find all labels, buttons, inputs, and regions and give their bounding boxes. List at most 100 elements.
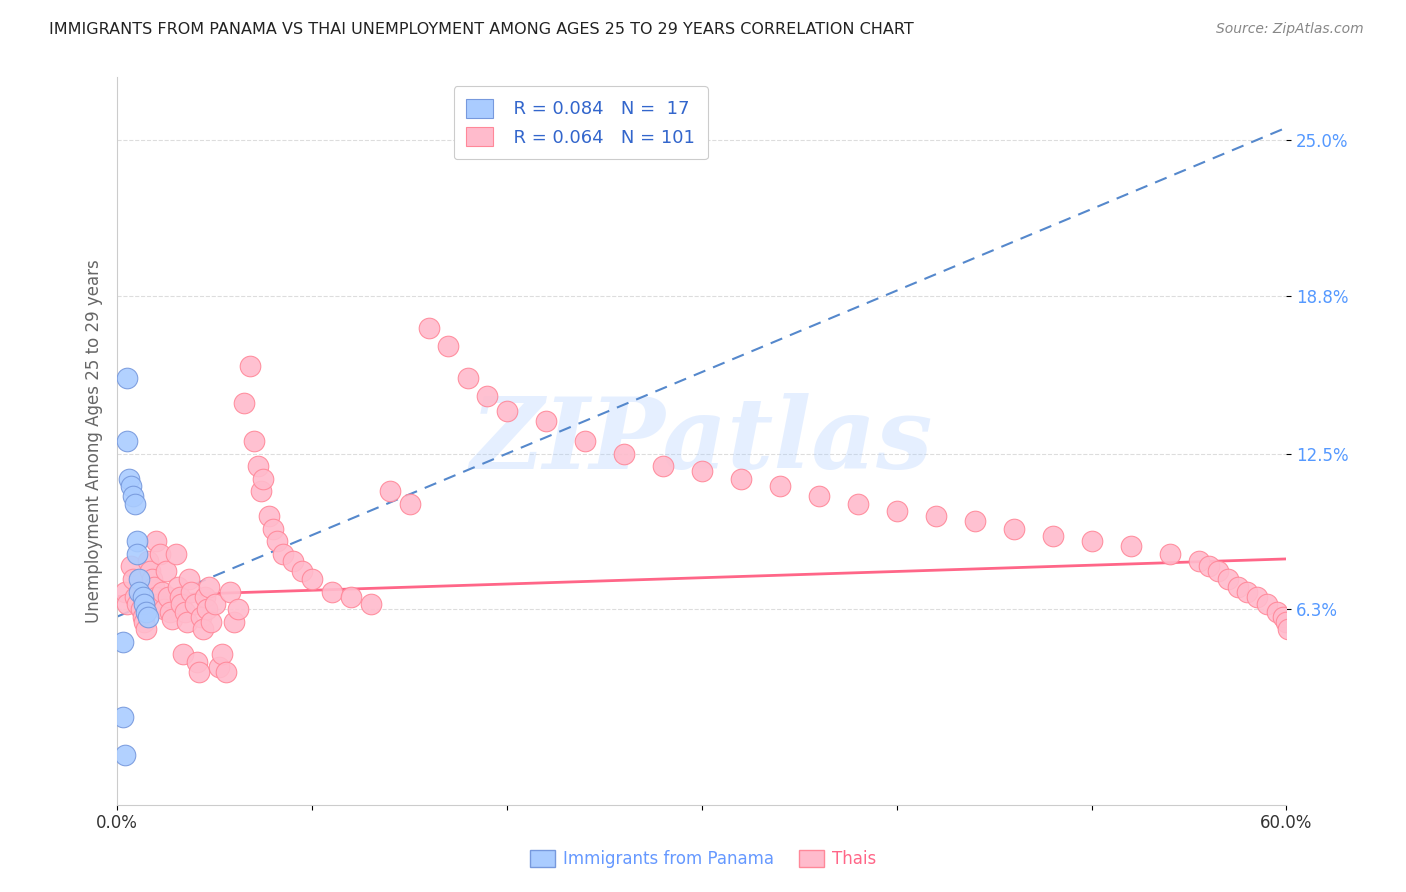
Text: Source: ZipAtlas.com: Source: ZipAtlas.com	[1216, 22, 1364, 37]
Point	[1206, 565, 1229, 579]
Point	[266, 534, 288, 549]
Point	[690, 464, 713, 478]
Legend: Immigrants from Panama, Thais: Immigrants from Panama, Thais	[523, 843, 883, 875]
Point	[271, 547, 294, 561]
Point	[1080, 534, 1102, 549]
Point	[730, 472, 752, 486]
Point	[135, 622, 157, 636]
Point	[188, 665, 211, 679]
Point	[125, 534, 148, 549]
Point	[398, 497, 420, 511]
Point	[613, 447, 636, 461]
Point	[153, 602, 176, 616]
Point	[321, 584, 343, 599]
Point	[118, 472, 141, 486]
Point	[378, 484, 401, 499]
Point	[807, 489, 830, 503]
Point	[651, 459, 673, 474]
Point	[115, 371, 138, 385]
Point	[226, 602, 249, 616]
Point	[150, 584, 173, 599]
Point	[534, 414, 557, 428]
Point	[194, 590, 217, 604]
Point	[1042, 529, 1064, 543]
Point	[1119, 540, 1142, 554]
Point	[186, 655, 208, 669]
Text: IMMIGRANTS FROM PANAMA VS THAI UNEMPLOYMENT AMONG AGES 25 TO 29 YEARS CORRELATIO: IMMIGRANTS FROM PANAMA VS THAI UNEMPLOYM…	[49, 22, 914, 37]
Point	[141, 572, 163, 586]
Point	[211, 647, 233, 661]
Point	[139, 565, 162, 579]
Point	[1198, 559, 1220, 574]
Point	[146, 597, 169, 611]
Point	[125, 547, 148, 561]
Point	[457, 371, 479, 385]
Point	[195, 602, 218, 616]
Point	[125, 597, 148, 611]
Point	[191, 622, 214, 636]
Point	[574, 434, 596, 448]
Point	[165, 547, 187, 561]
Point	[252, 472, 274, 486]
Point	[124, 590, 146, 604]
Point	[257, 509, 280, 524]
Point	[155, 565, 177, 579]
Point	[121, 572, 143, 586]
Point	[143, 580, 166, 594]
Point	[145, 534, 167, 549]
Point	[1246, 590, 1268, 604]
Point	[886, 504, 908, 518]
Point	[169, 590, 191, 604]
Point	[166, 580, 188, 594]
Point	[190, 609, 212, 624]
Point	[924, 509, 946, 524]
Point	[120, 479, 142, 493]
Point	[179, 572, 201, 586]
Point	[1275, 615, 1298, 629]
Point	[250, 484, 273, 499]
Point	[1216, 572, 1239, 586]
Point	[197, 580, 219, 594]
Point	[291, 565, 314, 579]
Point	[846, 497, 869, 511]
Point	[131, 590, 153, 604]
Point	[360, 597, 382, 611]
Point	[114, 584, 136, 599]
Point	[301, 572, 323, 586]
Point	[128, 584, 150, 599]
Point	[224, 615, 246, 629]
Point	[204, 597, 226, 611]
Point	[134, 615, 156, 629]
Point	[1256, 597, 1278, 611]
Point	[112, 710, 135, 724]
Point	[1002, 522, 1025, 536]
Y-axis label: Unemployment Among Ages 25 to 29 years: Unemployment Among Ages 25 to 29 years	[86, 260, 103, 623]
Point	[1277, 622, 1299, 636]
Point	[1188, 554, 1211, 568]
Point	[114, 747, 136, 762]
Point	[138, 554, 160, 568]
Point	[1265, 605, 1288, 619]
Point	[124, 497, 146, 511]
Point	[174, 605, 197, 619]
Text: ZIPatlas: ZIPatlas	[471, 392, 934, 490]
Point	[128, 572, 150, 586]
Point	[1271, 609, 1294, 624]
Point	[232, 396, 254, 410]
Point	[149, 547, 172, 561]
Point	[215, 665, 238, 679]
Point	[1226, 580, 1249, 594]
Point	[145, 590, 167, 604]
Point	[207, 659, 229, 673]
Point	[1159, 547, 1181, 561]
Point	[1236, 584, 1258, 599]
Point	[184, 597, 207, 611]
Point	[112, 634, 135, 648]
Point	[219, 584, 242, 599]
Point	[115, 597, 138, 611]
Point	[281, 554, 304, 568]
Point	[172, 647, 194, 661]
Point	[120, 559, 142, 574]
Point	[246, 459, 269, 474]
Point	[477, 389, 499, 403]
